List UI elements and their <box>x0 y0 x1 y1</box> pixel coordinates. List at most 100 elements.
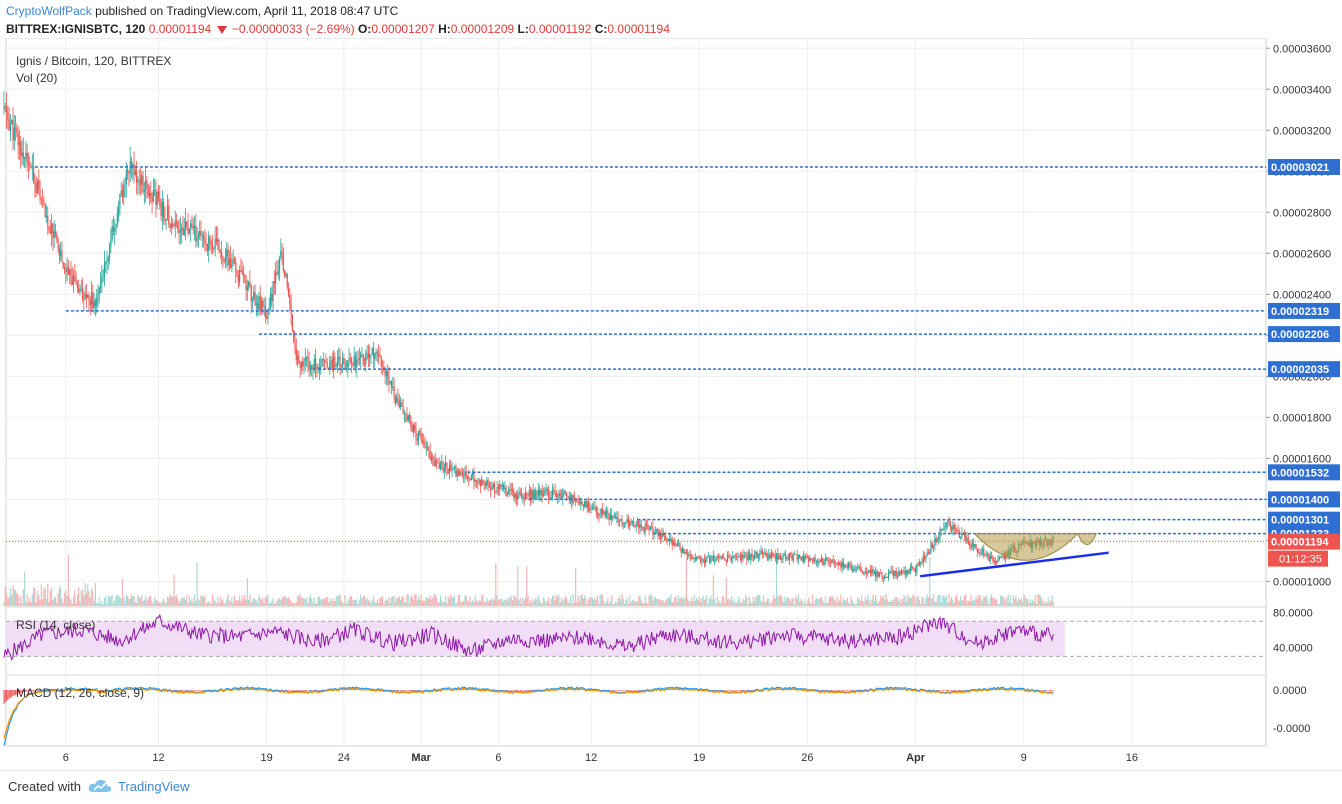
volume-bar <box>703 600 705 606</box>
volume-bar <box>121 578 124 606</box>
volume-bar <box>837 602 839 606</box>
volume-bar <box>339 594 341 606</box>
volume-bar <box>385 599 387 606</box>
candle-body <box>662 532 664 537</box>
macd-histogram-bar <box>348 689 350 690</box>
volume-bar <box>177 598 179 606</box>
candle-body <box>979 553 981 555</box>
candle-body <box>451 469 453 471</box>
macd-histogram-bar <box>513 690 515 691</box>
volume-bar <box>819 597 821 606</box>
volume-bar <box>132 596 134 606</box>
candle-body <box>584 501 586 507</box>
candle-body <box>339 356 341 369</box>
volume-bar <box>1010 595 1012 606</box>
candle-body <box>303 360 305 367</box>
volume-bar <box>878 600 881 606</box>
volume-bar <box>349 596 351 606</box>
volume-bar <box>472 600 474 606</box>
volume-bar <box>929 556 931 606</box>
candle-body <box>626 518 628 522</box>
candle-body <box>636 521 639 524</box>
volume-bar <box>975 596 977 606</box>
candle-body <box>954 529 957 531</box>
volume-bar <box>786 596 788 606</box>
volume-bar <box>416 600 418 606</box>
price-chart[interactable]: 0.000036000.000034000.000032000.00003000… <box>0 38 1342 770</box>
volume-bar <box>907 594 909 606</box>
volume-bar <box>990 594 993 606</box>
macd-histogram-bar <box>469 689 471 691</box>
candle-body <box>410 420 412 426</box>
volume-bar <box>1020 598 1022 606</box>
candle-body <box>567 496 569 498</box>
price-axis[interactable]: 0.000036000.000034000.000032000.00003000… <box>1266 43 1340 735</box>
candle-body <box>186 221 188 226</box>
volume-bar <box>351 596 353 606</box>
volume-bar <box>394 602 396 606</box>
candle-body <box>325 361 327 363</box>
current-price-tag <box>1268 533 1340 550</box>
volume-bar <box>891 601 893 606</box>
signal-line <box>3 687 1054 739</box>
macd-histogram-bar <box>963 690 965 691</box>
candle-body <box>587 501 590 511</box>
volume-bar <box>483 601 485 606</box>
candle-body <box>719 556 721 558</box>
candle-body <box>957 530 959 532</box>
macd-histogram-bar <box>823 690 825 691</box>
macd-histogram-bar <box>1010 689 1012 690</box>
volume-bar <box>333 601 335 606</box>
candle-body <box>930 542 932 552</box>
macd-histogram-bar <box>730 690 732 691</box>
tradingview-link[interactable]: TradingView <box>118 779 190 794</box>
candle-body <box>141 175 143 185</box>
candle-body <box>708 556 711 563</box>
volume-bar <box>110 596 112 606</box>
volume-bar <box>958 601 960 606</box>
candle-body <box>965 536 967 541</box>
volume-bar <box>769 602 771 606</box>
candle-body <box>611 514 613 520</box>
candle-body <box>576 499 578 502</box>
time-axis[interactable]: 6 12 19 24 Mar 6 12 19 26 Apr 9 16 <box>63 752 1138 764</box>
volume-bar <box>877 603 879 606</box>
volume-bar <box>801 601 803 606</box>
volume-bar <box>222 599 224 606</box>
volume-bar <box>282 597 284 606</box>
level-price-label: 0.00002035 <box>1271 364 1329 376</box>
candle-body <box>327 367 330 369</box>
candle-body <box>918 562 921 565</box>
volume-bar <box>908 597 910 606</box>
volume-bar <box>142 600 144 606</box>
candle-body <box>173 224 175 227</box>
candle-body <box>249 281 251 286</box>
candle-body <box>836 562 838 564</box>
candle-body <box>224 256 227 262</box>
volume-bar <box>1042 600 1044 606</box>
author-link[interactable]: CryptoWolfPack <box>6 4 92 18</box>
candle-body <box>425 447 427 448</box>
candle-body <box>80 288 82 290</box>
candle-body <box>596 512 599 515</box>
volume-bar <box>123 597 125 606</box>
candle-body <box>205 243 207 245</box>
volume-bar <box>329 598 331 606</box>
candle-body <box>371 348 373 356</box>
volume-bar <box>720 603 722 606</box>
candle-body <box>750 553 752 560</box>
candle-body <box>841 561 843 568</box>
candle-body <box>357 359 359 361</box>
candle-body <box>177 221 179 231</box>
volume-bar <box>782 601 784 606</box>
candle-body <box>907 570 909 574</box>
macd-histogram-bar <box>934 690 936 691</box>
macd-histogram-bar <box>620 690 622 691</box>
candle-body <box>581 501 583 505</box>
volume-bar <box>656 598 658 606</box>
candle-body <box>99 282 102 288</box>
macd-histogram-bar <box>306 690 308 691</box>
volume-bar <box>979 594 981 606</box>
candle-body <box>545 488 547 492</box>
volume-bar <box>233 595 236 606</box>
